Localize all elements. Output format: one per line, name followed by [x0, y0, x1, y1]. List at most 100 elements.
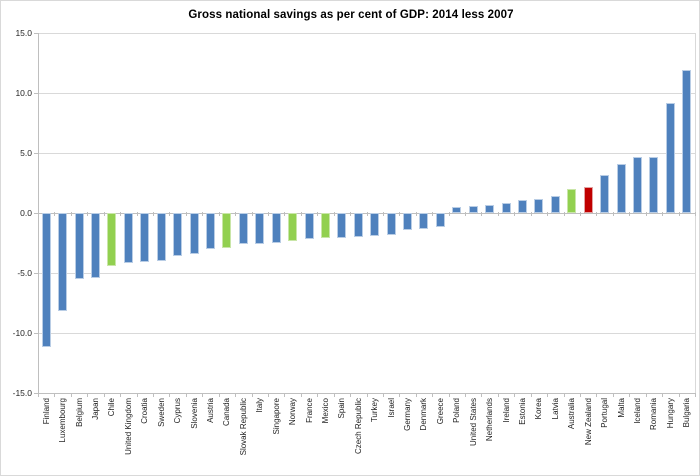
bar-australia — [567, 189, 577, 213]
category-tick-bottom — [415, 393, 417, 397]
bar-germany — [403, 213, 413, 230]
x-label-japan: Japan — [87, 398, 103, 475]
x-label-text: Turkey — [370, 398, 380, 423]
category-tick-zero-line — [612, 212, 614, 216]
x-label-latvia: Latvia — [547, 398, 563, 475]
category-tick-bottom — [54, 393, 56, 397]
x-label-ireland: Ireland — [498, 398, 514, 475]
category-tick-bottom — [580, 393, 582, 397]
bar-portugal — [600, 174, 610, 213]
x-label-united-kingdom: United Kingdom — [120, 398, 136, 475]
bar-bulgaria — [682, 70, 692, 213]
x-label-text: Austria — [205, 398, 215, 423]
x-label-czech-republic: Czech Republic — [350, 398, 366, 475]
category-tick-zero-line — [399, 212, 401, 216]
x-label-text: United States — [468, 398, 478, 447]
bar-belgium — [74, 213, 84, 279]
category-tick-zero-line — [382, 212, 384, 216]
category-tick-bottom — [300, 393, 302, 397]
x-label-slovenia: Slovenia — [186, 398, 202, 475]
bar-norway — [288, 213, 298, 241]
x-label-text: Denmark — [419, 398, 429, 431]
x-label-hungary: Hungary — [662, 398, 678, 475]
bar-ireland — [501, 203, 511, 213]
bar-sweden — [156, 213, 166, 261]
category-tick-bottom — [136, 393, 138, 397]
x-label-text: Mexico — [320, 398, 330, 424]
x-label-text: Netherlands — [485, 398, 495, 442]
category-tick-zero-line — [169, 212, 171, 216]
x-label-text: Japan — [90, 398, 100, 420]
category-tick-zero-line — [284, 212, 286, 216]
x-label-text: Korea — [534, 398, 544, 420]
bar-united-kingdom — [123, 213, 133, 264]
y-tick-label: 5.0 — [20, 147, 32, 158]
bar-korea — [534, 198, 544, 213]
category-tick-zero-line — [530, 212, 532, 216]
category-tick-zero-line — [629, 212, 631, 216]
bar-denmark — [419, 213, 429, 229]
y-tick-label: -15.0 — [12, 387, 32, 398]
category-tick-zero-line — [218, 212, 220, 216]
y-axis-tick — [34, 332, 38, 334]
bar-romania — [649, 156, 659, 213]
x-label-text: Chile — [107, 398, 117, 417]
bar-finland — [41, 213, 51, 348]
x-label-text: Norway — [288, 398, 298, 426]
category-tick-bottom — [70, 393, 72, 397]
bar-iceland — [633, 156, 642, 213]
chart-title: Gross national savings as per cent of GD… — [188, 9, 514, 21]
category-tick-bottom — [38, 393, 39, 397]
category-tick-zero-line — [136, 212, 138, 216]
x-label-text: Poland — [452, 398, 462, 423]
category-tick-zero-line — [366, 212, 368, 216]
category-tick-bottom — [251, 393, 253, 397]
bar-mexico — [320, 213, 330, 239]
category-tick-zero-line — [514, 212, 516, 216]
x-label-text: Finland — [41, 398, 51, 425]
y-axis-tick — [34, 212, 38, 214]
x-label-text: Estonia — [518, 398, 528, 425]
category-tick-bottom — [333, 393, 335, 397]
bar-latvia — [550, 196, 560, 213]
x-label-text: Romania — [649, 398, 659, 431]
x-label-norway: Norway — [285, 398, 301, 475]
x-label-new-zealand: New Zealand — [580, 398, 596, 475]
bar-hungary — [665, 102, 675, 213]
category-tick-bottom — [350, 393, 352, 397]
x-label-text: Germany — [403, 398, 413, 431]
x-label-text: Slovenia — [189, 398, 199, 429]
category-tick-zero-line — [350, 212, 352, 216]
category-tick-zero-line — [317, 212, 319, 216]
category-tick-zero-line — [103, 212, 105, 216]
category-tick-bottom — [169, 393, 171, 397]
category-tick-zero-line — [267, 212, 269, 216]
category-tick-bottom — [678, 393, 680, 397]
category-tick-zero-line — [251, 212, 253, 216]
x-label-text: Israel — [386, 398, 396, 418]
x-label-netherlands: Netherlands — [482, 398, 498, 475]
y-gridline — [38, 332, 695, 334]
y-gridline — [38, 32, 695, 34]
category-tick-zero-line — [662, 212, 664, 216]
y-axis-tick — [34, 92, 38, 94]
category-tick-zero-line — [185, 212, 187, 216]
x-label-text: Ireland — [501, 398, 511, 423]
x-label-france: France — [301, 398, 317, 475]
x-label-croatia: Croatia — [137, 398, 153, 475]
category-tick-bottom — [448, 393, 450, 397]
x-label-united-states: United States — [465, 398, 481, 475]
x-label-text: Greece — [435, 398, 445, 425]
x-label-italy: Italy — [252, 398, 268, 475]
category-tick-bottom — [382, 393, 384, 397]
bar-israel — [386, 213, 396, 235]
x-label-text: United Kingdom — [123, 398, 133, 455]
x-label-cyprus: Cyprus — [170, 398, 186, 475]
category-tick-bottom — [87, 393, 89, 397]
x-label-text: Iceland — [633, 398, 642, 424]
category-tick-bottom — [645, 393, 647, 397]
y-tick-label: -10.0 — [12, 327, 32, 338]
bar-new-zealand — [583, 186, 593, 213]
bar-singapore — [271, 213, 281, 243]
x-label-text: Croatia — [140, 398, 150, 424]
